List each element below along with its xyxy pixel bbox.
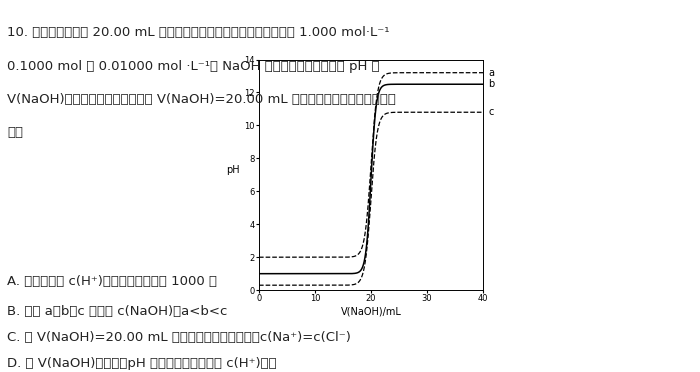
Text: 0.1000 mol 和 0.01000 mol ·L⁻¹的 NaOH 溶液，得到三个体系的 pH 随: 0.1000 mol 和 0.01000 mol ·L⁻¹的 NaOH 溶液，得… [7,60,379,73]
Text: C. 当 V(NaOH)=20.00 mL 时，三个体系中均满足：c(Na⁺)=c(Cl⁻): C. 当 V(NaOH)=20.00 mL 时，三个体系中均满足：c(Na⁺)=… [7,331,351,344]
X-axis label: V(NaOH)/mL: V(NaOH)/mL [341,306,401,316]
Text: b: b [489,79,495,89]
Text: D. 当 V(NaOH)相同时，pH 突跃最大的体系中的 c(H⁺)最大: D. 当 V(NaOH)相同时，pH 突跃最大的体系中的 c(H⁺)最大 [7,357,276,370]
Text: 10. 常温下，分别取 20.00 mL 浓度不同的三种盐酸，分别滴入浓度为 1.000 mol·L⁻¹: 10. 常温下，分别取 20.00 mL 浓度不同的三种盐酸，分别滴入浓度为 1… [7,26,389,39]
Y-axis label: pH: pH [226,165,240,175]
Text: A. 三种盐酸的 c(H⁺)；最大的是最小的 1000 倍: A. 三种盐酸的 c(H⁺)；最大的是最小的 1000 倍 [7,275,217,288]
Text: c: c [489,107,494,117]
Text: 的是: 的是 [7,126,23,140]
Text: V(NaOH)变化的曲线如图所示，在 V(NaOH)=20.00 mL 前后出现突跃。下列说法正确: V(NaOH)变化的曲线如图所示，在 V(NaOH)=20.00 mL 前后出现… [7,93,396,106]
Text: B. 曲线 a、b、c 对应的 c(NaOH)；a<b<c: B. 曲线 a、b、c 对应的 c(NaOH)；a<b<c [7,305,228,318]
Text: a: a [489,68,495,78]
